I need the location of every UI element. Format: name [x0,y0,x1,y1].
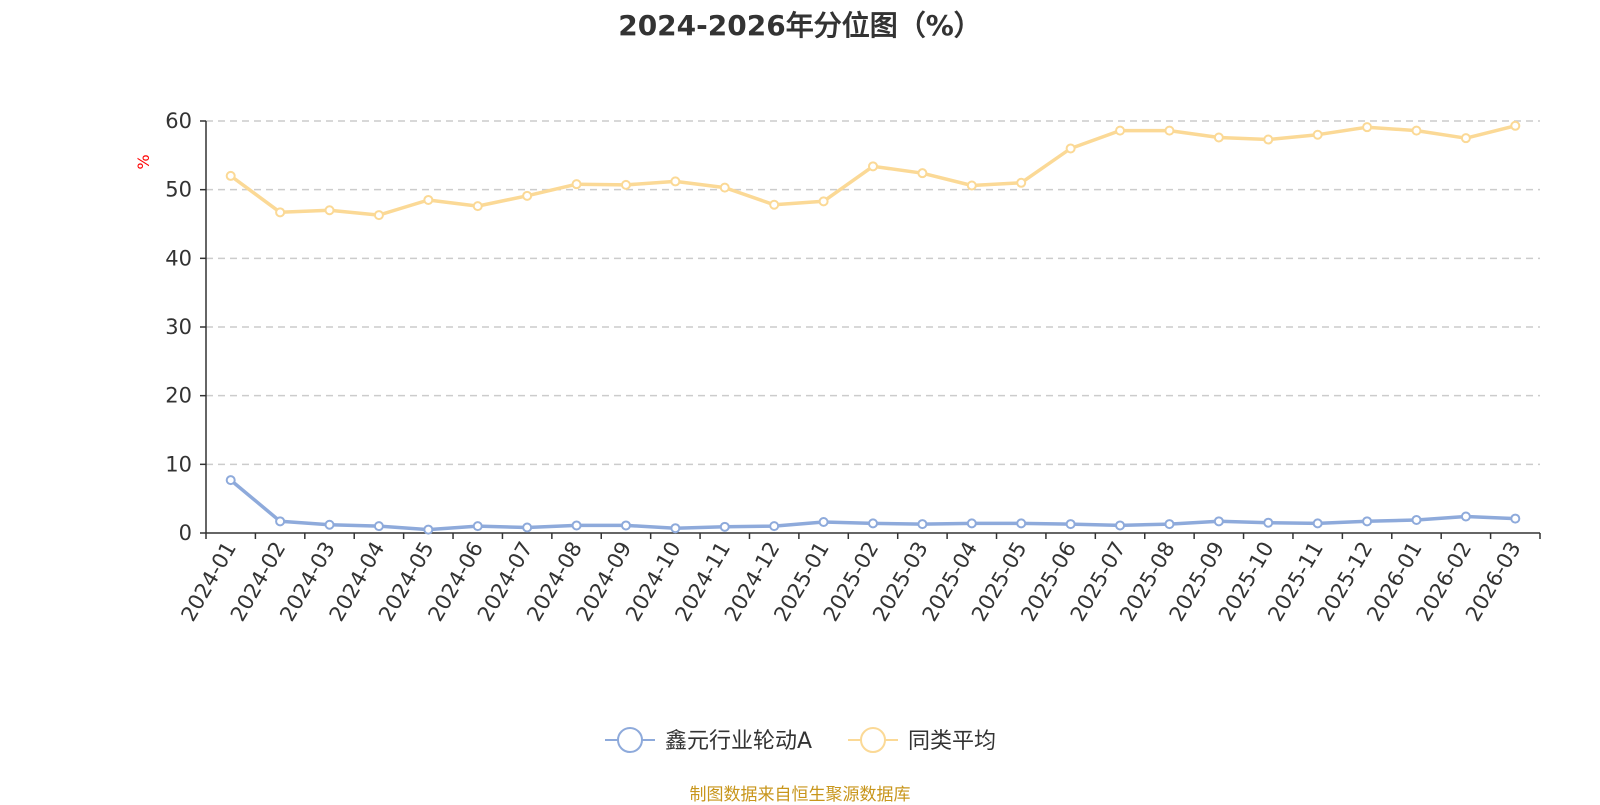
y-tick-label: 60 [165,109,192,133]
data-point [571,179,582,190]
data-point [472,521,483,532]
data-point [275,516,286,527]
y-tick-label: 40 [165,246,192,270]
data-point [1362,516,1373,527]
data-point [1213,132,1224,143]
data-point [522,522,533,533]
data-point [620,520,631,531]
data-point [769,199,780,210]
data-point [1263,517,1274,528]
data-point [1312,129,1323,140]
series-1 [225,475,1521,535]
legend-label: 鑫元行业轮动A [665,729,812,754]
data-point [719,182,730,193]
data-point [620,179,631,190]
series-layer [225,120,1521,535]
legend[interactable]: 鑫元行业轮动A 同类平均 [605,727,996,754]
data-point [917,519,928,530]
legend-label: 同类平均 [908,729,996,754]
data-point [1164,519,1175,530]
series-2 [225,120,1521,221]
data-point [966,180,977,191]
legend-marker [617,727,643,753]
chart-title: 2024-2026年分位图（%） [618,9,982,42]
data-source-footer: 制图数据来自恒生聚源数据库 [689,785,911,805]
data-point [275,207,286,218]
y-tick-label: 0 [179,521,192,545]
data-point [1510,513,1521,524]
data-point [1312,518,1323,529]
data-point [1411,514,1422,525]
y-axis-unit: % [134,154,153,169]
data-point [868,518,878,529]
y-tick-label: 20 [165,384,192,408]
data-point [1115,520,1126,531]
legend-item-1[interactable]: 鑫元行业轮动A [605,727,812,754]
data-point [373,210,384,221]
data-point [225,475,236,486]
data-point [1411,125,1422,136]
data-point [522,190,533,201]
y-tick-label: 50 [165,178,192,202]
data-point [1263,134,1274,145]
data-point [966,518,977,529]
data-point [1115,125,1126,136]
data-point [670,523,681,534]
data-point [1460,133,1471,144]
data-point [1164,125,1175,136]
data-point [571,520,582,531]
data-point [1362,122,1373,133]
data-point [917,168,928,179]
data-point [1016,177,1027,188]
data-point [1016,518,1027,529]
y-tick-label: 30 [165,315,192,339]
data-point [818,196,829,207]
grid-lines [206,120,1540,466]
y-tick-label: 10 [165,452,192,476]
data-point [1065,143,1076,154]
data-point [1065,519,1076,530]
axes: 0102030405060%2024-012024-022024-032024-… [134,109,1541,625]
data-point [719,521,730,532]
data-point [324,519,335,530]
data-point [818,517,829,528]
data-point [769,521,780,532]
data-point [373,521,384,532]
data-point [670,176,681,187]
legend-marker [860,727,886,753]
data-point [472,201,483,212]
data-point [423,524,434,535]
data-point [1510,120,1521,131]
data-point [423,194,434,205]
data-point [324,205,335,216]
data-point [1213,516,1224,527]
data-point [1460,511,1471,522]
data-point [868,161,878,172]
legend-item-2[interactable]: 同类平均 [848,727,996,754]
data-point [225,170,236,181]
